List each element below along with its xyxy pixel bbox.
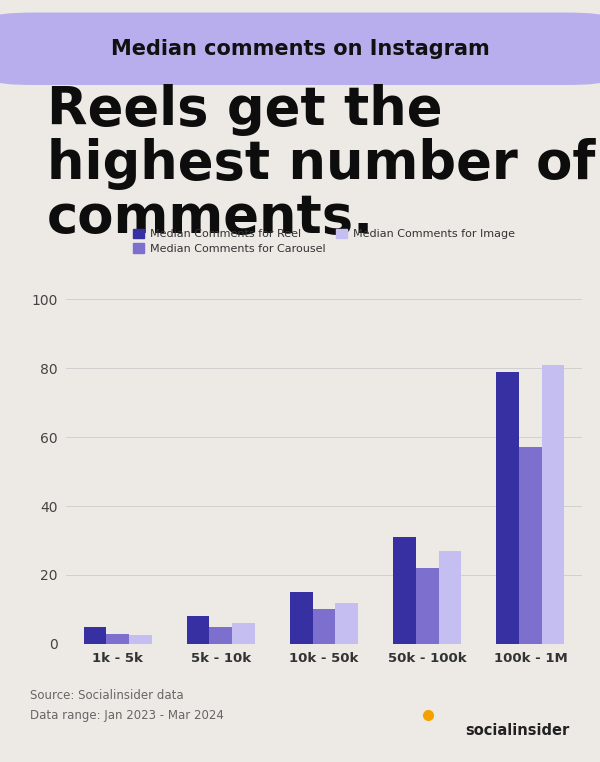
FancyBboxPatch shape — [0, 12, 600, 85]
Text: socialinsider: socialinsider — [466, 723, 570, 738]
Bar — [335, 603, 358, 644]
Text: Reels get the
highest number of
comments.: Reels get the highest number of comments… — [47, 84, 595, 244]
Bar — [129, 636, 152, 644]
Bar — [542, 365, 565, 644]
Bar — [187, 616, 209, 644]
Bar — [496, 372, 519, 644]
Bar — [232, 623, 255, 644]
Text: Median comments on Instagram: Median comments on Instagram — [110, 39, 490, 59]
Bar — [416, 568, 439, 644]
Bar — [106, 633, 129, 644]
Bar — [290, 592, 313, 644]
Bar — [519, 447, 542, 644]
Legend: Median Comments for Reel, Median Comments for Carousel, Median Comments for Imag: Median Comments for Reel, Median Comment… — [128, 224, 520, 258]
Bar — [209, 626, 232, 644]
Bar — [439, 551, 461, 644]
Bar — [83, 626, 106, 644]
Bar — [393, 537, 416, 644]
Bar — [313, 610, 335, 644]
Text: Source: Socialinsider data
Data range: Jan 2023 - Mar 2024: Source: Socialinsider data Data range: J… — [30, 689, 224, 722]
